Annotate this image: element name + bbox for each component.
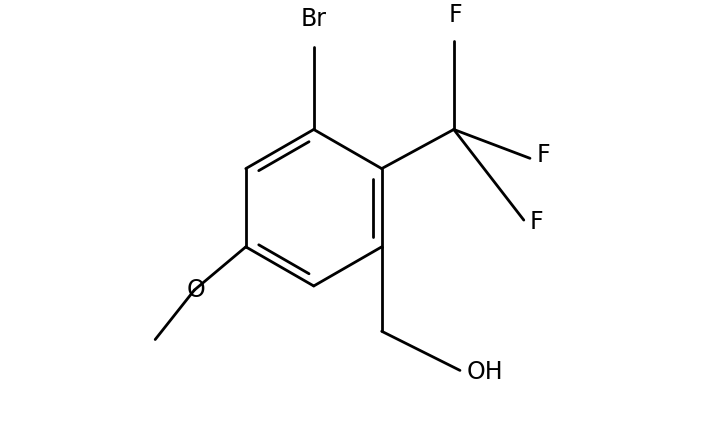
Text: Br: Br — [301, 7, 327, 31]
Text: F: F — [449, 3, 463, 26]
Text: F: F — [536, 143, 550, 167]
Text: O: O — [186, 278, 205, 302]
Text: F: F — [530, 210, 543, 234]
Text: OH: OH — [466, 360, 503, 384]
